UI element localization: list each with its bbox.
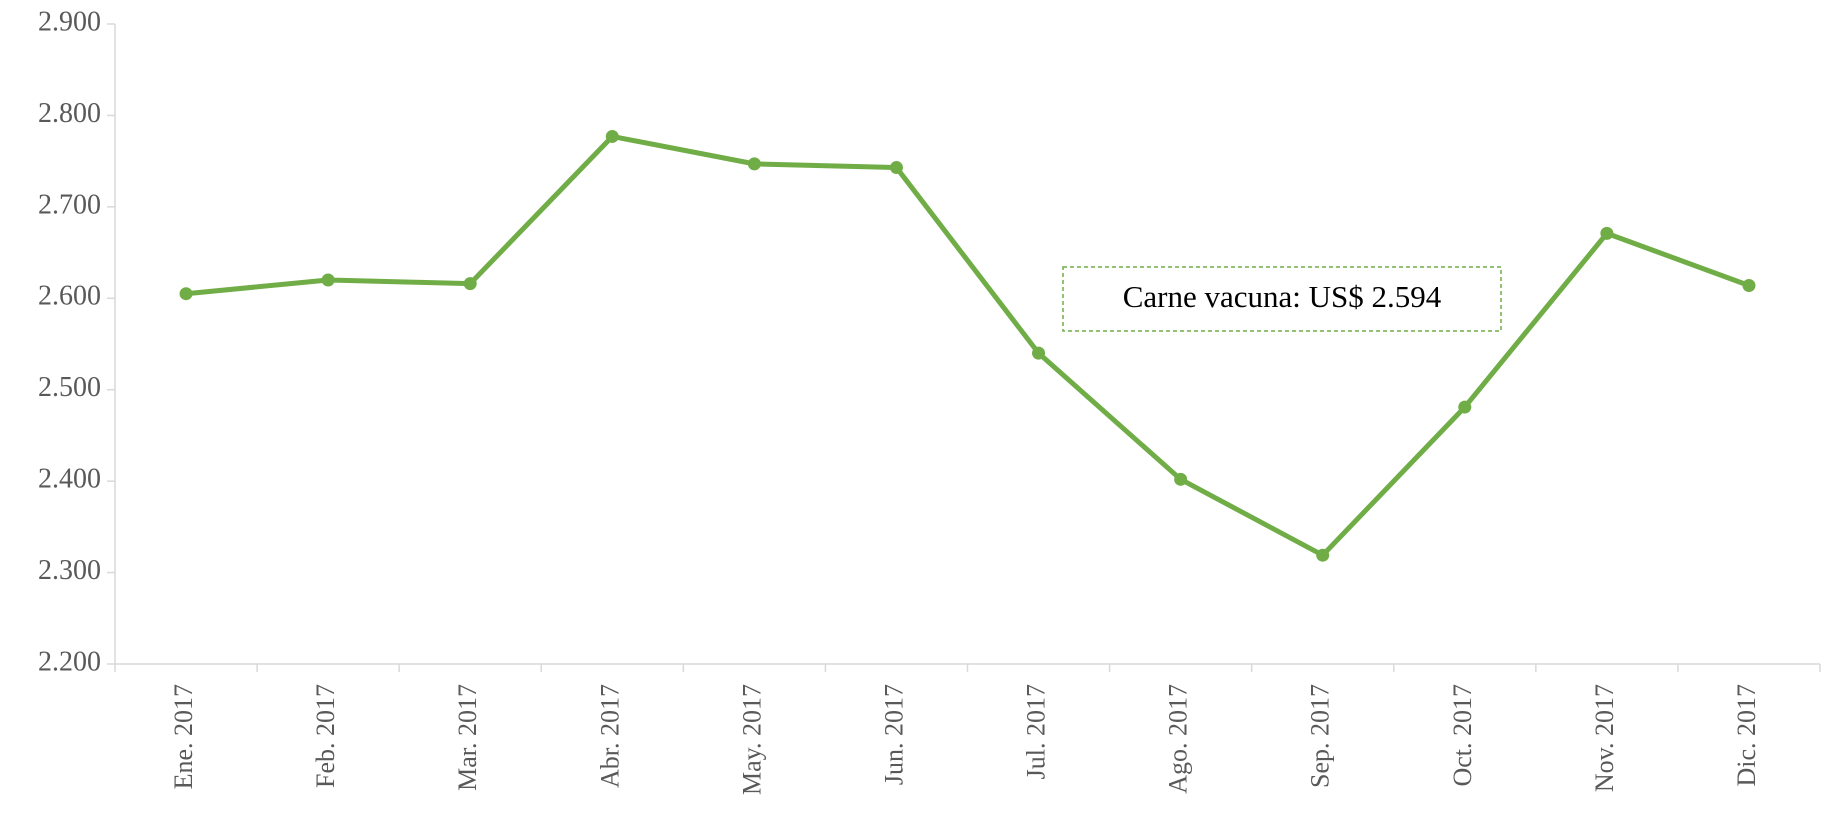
- x-tick-label: Nov. 2017: [1590, 684, 1619, 792]
- point: [605, 129, 619, 143]
- y-tick-label: 2.800: [38, 98, 101, 129]
- x-tick-label: Dic. 2017: [1732, 684, 1761, 787]
- y-tick-label: 2.300: [38, 555, 101, 586]
- y-tick-label: 2.700: [38, 189, 101, 220]
- point: [179, 287, 193, 301]
- point: [747, 157, 761, 171]
- point: [1316, 548, 1330, 562]
- x-tick-label: Sep. 2017: [1306, 684, 1335, 788]
- annotation-box: [1062, 266, 1502, 332]
- x-tick-label: May. 2017: [737, 684, 766, 795]
- point: [463, 277, 477, 291]
- x-tick-label: Mar. 2017: [453, 684, 482, 791]
- y-tick-label: 2.500: [38, 372, 101, 403]
- point: [1742, 278, 1756, 292]
- x-tick-label: Ene. 2017: [169, 684, 198, 789]
- point: [1458, 400, 1472, 414]
- x-tick-label: Ago. 2017: [1164, 684, 1193, 794]
- annotation: Carne vacuna: US$ 2.594: [1123, 279, 1442, 314]
- point: [1600, 226, 1614, 240]
- y-tick-label: 2.200: [38, 646, 101, 677]
- x-tick-label: Jul. 2017: [1022, 684, 1051, 779]
- line: [185, 133, 1750, 558]
- x-tick-label: Feb. 2017: [311, 684, 340, 788]
- y-tick-label: 2.600: [38, 281, 101, 312]
- y-tick-label: 2.400: [38, 464, 101, 495]
- point: [1174, 472, 1188, 486]
- x-tick-label: Jun. 2017: [879, 684, 908, 785]
- x-tick-label: Abr. 2017: [595, 684, 624, 788]
- point: [1032, 346, 1046, 360]
- point: [889, 161, 903, 175]
- y-tick-label: 2.900: [38, 6, 101, 37]
- x-tick-label: Oct. 2017: [1448, 684, 1477, 787]
- point: [321, 273, 335, 287]
